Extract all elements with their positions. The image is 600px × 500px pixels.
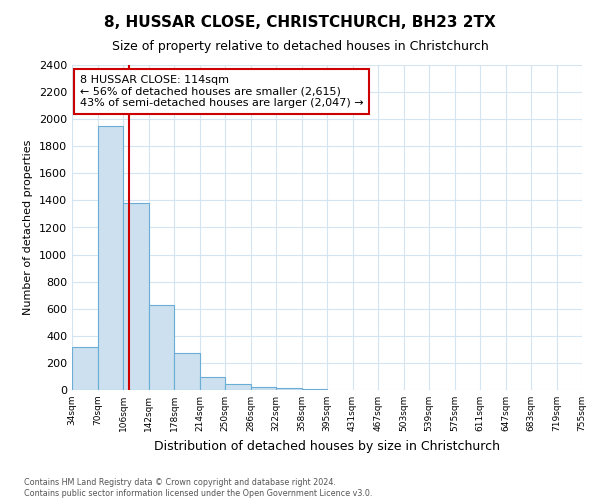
Bar	[174, 353, 199, 390]
Text: Contains HM Land Registry data © Crown copyright and database right 2024.
Contai: Contains HM Land Registry data © Crown c…	[24, 478, 373, 498]
Bar	[97, 126, 123, 390]
Bar	[225, 384, 251, 390]
Text: Size of property relative to detached houses in Christchurch: Size of property relative to detached ho…	[112, 40, 488, 53]
X-axis label: Distribution of detached houses by size in Christchurch: Distribution of detached houses by size …	[154, 440, 500, 452]
Text: 8, HUSSAR CLOSE, CHRISTCHURCH, BH23 2TX: 8, HUSSAR CLOSE, CHRISTCHURCH, BH23 2TX	[104, 15, 496, 30]
Bar	[199, 377, 225, 390]
Bar	[72, 346, 97, 390]
Bar	[251, 387, 276, 390]
Bar	[149, 304, 174, 390]
Y-axis label: Number of detached properties: Number of detached properties	[23, 140, 34, 315]
Text: 8 HUSSAR CLOSE: 114sqm
← 56% of detached houses are smaller (2,615)
43% of semi-: 8 HUSSAR CLOSE: 114sqm ← 56% of detached…	[80, 74, 363, 108]
Bar	[123, 203, 149, 390]
Bar	[276, 388, 302, 390]
